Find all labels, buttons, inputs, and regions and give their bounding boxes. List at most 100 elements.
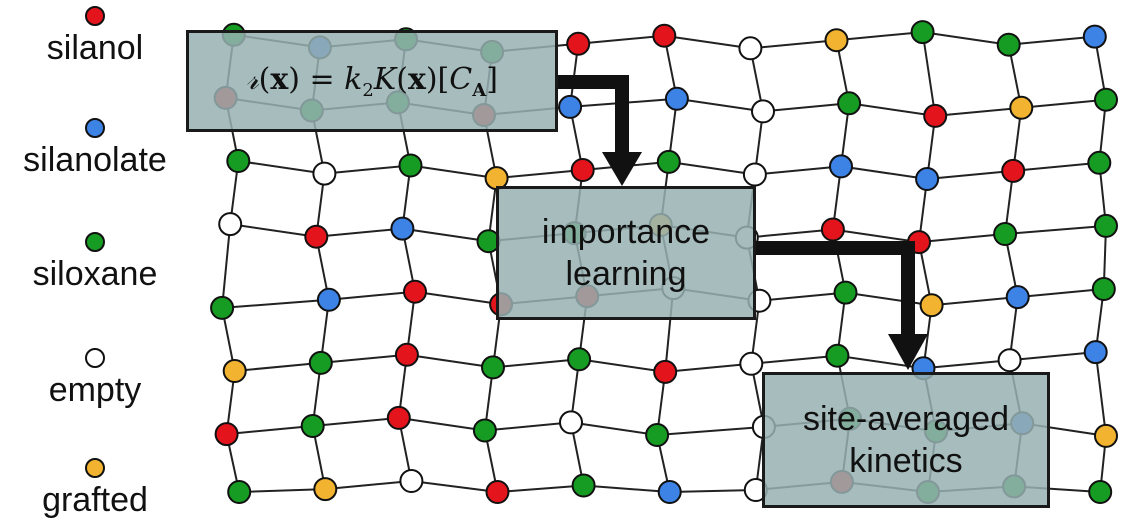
lattice-bond [578,358,666,373]
lattice-bond [746,228,833,239]
lattice-bond [325,480,412,491]
site-siloxane [472,418,497,443]
legend-item-silanol: silanol [0,6,190,68]
rate-formula-box: 𝓇(x) = k2K(x)[CA] [186,30,558,132]
lattice-bond [230,223,317,238]
lattice-bond [750,39,837,50]
site-silanol [923,103,948,128]
arrowhead-importance [602,152,642,186]
site-siloxane [910,20,935,45]
lattice-bond [665,362,752,373]
arrow-formula-to-importance [556,75,629,160]
lattice-bond [836,31,923,42]
lattice-bond [754,165,842,176]
lattice-bond [497,484,584,493]
lattice-bond [657,425,764,436]
kinetics-line-1: site-averaged [802,400,1009,438]
lattice-bond [922,31,1009,46]
legend-item-empty: empty [0,348,190,410]
site-silanol [485,480,510,504]
site-siloxane [1087,150,1112,175]
lattice-bond [848,102,936,117]
lattice-bond [676,97,764,113]
site-silanolate [1005,285,1030,310]
legend-label: empty [48,371,142,409]
lattice-bond [324,164,411,175]
site-silanolate [1083,340,1108,365]
legend-label: siloxane [32,255,158,293]
lattice-bond [918,233,1006,244]
site-siloxane [571,473,596,498]
site-silanol [566,31,591,56]
lattice-bond [222,298,329,309]
lattice-bond [1009,351,1096,362]
site-siloxane [481,355,505,380]
lattice-bond [410,164,497,180]
lattice-bond [751,354,838,365]
site-silanol [570,158,595,182]
lattice-bond [583,484,670,493]
lattice-bond [931,296,1018,307]
site-silanol [214,422,239,447]
lattice-bond [1013,161,1100,172]
lattice-bond [1021,98,1107,109]
site-silanolate [558,94,583,119]
site-silanolate [1082,24,1107,49]
siloxane-dot-icon [85,232,105,252]
lattice-bond [411,480,498,493]
site-silanol [653,359,678,384]
lattice-bond [1017,288,1104,299]
site-empty [218,212,243,237]
importance-line-1: importance [541,213,711,251]
site-silanolate [915,167,940,191]
lattice-bond [927,169,1014,180]
lattice-bond [1005,224,1107,235]
lattice-bond [669,489,756,493]
lattice-bond [496,169,583,180]
site-empty [312,161,337,186]
legend-item-silanolate: silanolate [0,118,190,180]
flow-arrows [556,75,928,370]
lattice-bond [921,31,937,117]
site-empty [751,99,775,124]
site-averaged-kinetics-box: site-averaged kinetics [762,372,1050,508]
site-grafted [313,477,338,502]
site-siloxane [645,423,670,447]
site-empty [997,348,1022,373]
site-siloxane [308,350,333,375]
site-silanol [394,342,419,367]
site-empty [738,36,763,61]
site-silanol [304,224,329,249]
site-empty [742,162,767,187]
site-silanol [386,405,411,430]
site-siloxane [656,149,681,174]
site-siloxane [993,222,1018,246]
lattice-bond [316,227,403,238]
site-empty [399,469,424,493]
site-siloxane [825,343,850,368]
lattice-bond [221,224,232,308]
site-grafted [919,293,944,318]
lattice-bond [328,290,416,301]
legend-item-siloxane: siloxane [0,232,190,294]
lattice-bond [762,102,850,113]
lattice-bond [226,425,313,436]
site-silanol [403,279,427,304]
importance-learning-box: importance learning [496,186,756,320]
lattice-bond [759,291,846,302]
legend-label: silanol [46,29,144,67]
site-silanolate [664,86,689,111]
arrowhead-kinetics [888,334,928,370]
lattice-bond [570,421,658,436]
legend-label: silanolate [23,141,167,179]
site-silanolate [390,216,415,241]
site-empty [739,351,764,376]
legend-label: grafted [42,481,148,519]
site-siloxane [226,149,251,173]
lattice-bond [320,353,407,364]
lattice-bond [402,227,489,243]
lattice-bond [845,291,932,307]
site-grafted [1094,423,1118,448]
lattice-bond [239,488,326,493]
lattice-bond [484,421,572,432]
